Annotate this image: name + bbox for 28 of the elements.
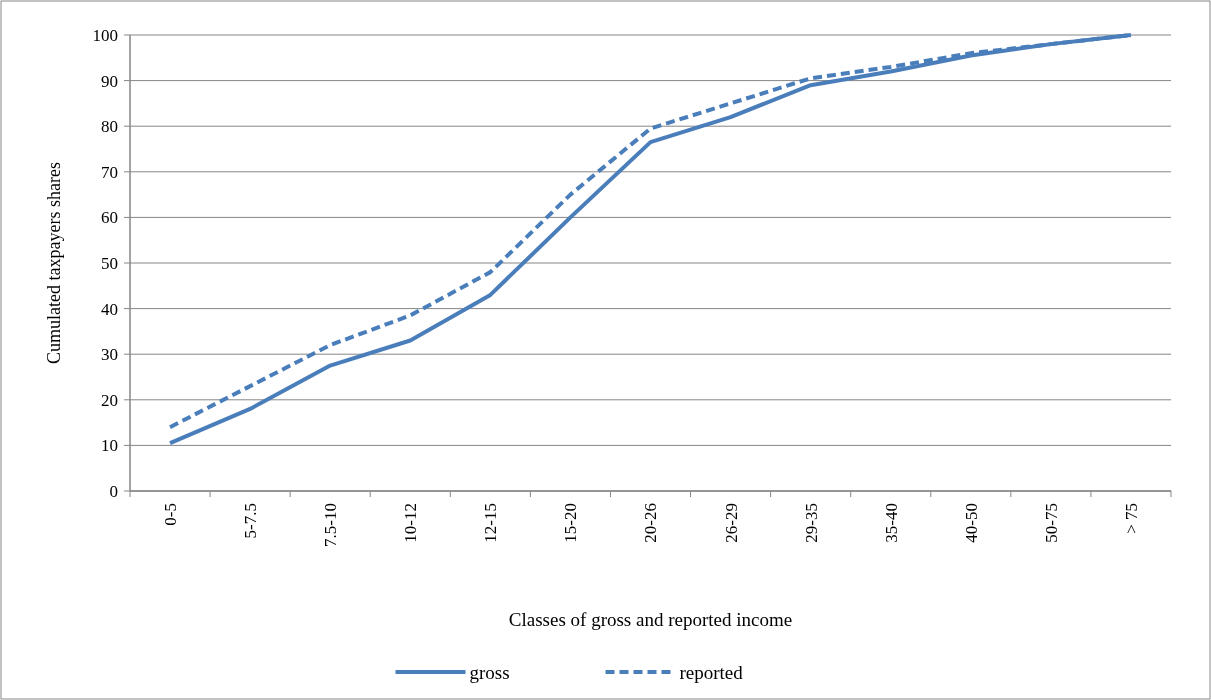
x-tick-label: 26-29 [721,503,741,543]
x-tick-label: 40-50 [961,503,981,543]
y-tick-label: 20 [101,390,118,410]
legend-label: reported [679,661,744,683]
x-tick-label: 29-35 [801,503,821,543]
y-tick-label: 80 [101,117,118,137]
y-tick-label: 70 [101,162,118,182]
x-tick-label: > 75 [1121,503,1141,534]
x-tick-label: 0-5 [160,503,180,526]
x-tick-label: 7.5-10 [321,503,341,547]
x-tick-label: 10-12 [401,503,421,543]
y-tick-label: 60 [101,208,118,228]
x-tick-label: 12-15 [481,503,501,543]
y-tick-label: 0 [109,481,118,501]
legend-label: gross [469,661,510,683]
y-tick-label: 10 [101,436,118,456]
y-tick-label: 50 [101,253,118,273]
x-tick-label: 15-20 [561,503,581,543]
y-tick-label: 100 [92,25,118,45]
x-tick-label: 20-26 [641,503,661,543]
y-tick-label: 30 [101,345,118,365]
y-tick-label: 40 [101,299,118,319]
x-tick-label: 35-40 [881,503,901,543]
y-axis-title: Cumulated taxpayers shares [44,162,64,364]
x-tick-label: 50-75 [1041,503,1061,543]
x-axis-title: Classes of gross and reported income [508,609,793,630]
y-tick-label: 90 [101,71,118,91]
x-tick-label: 5-7.5 [241,503,261,539]
